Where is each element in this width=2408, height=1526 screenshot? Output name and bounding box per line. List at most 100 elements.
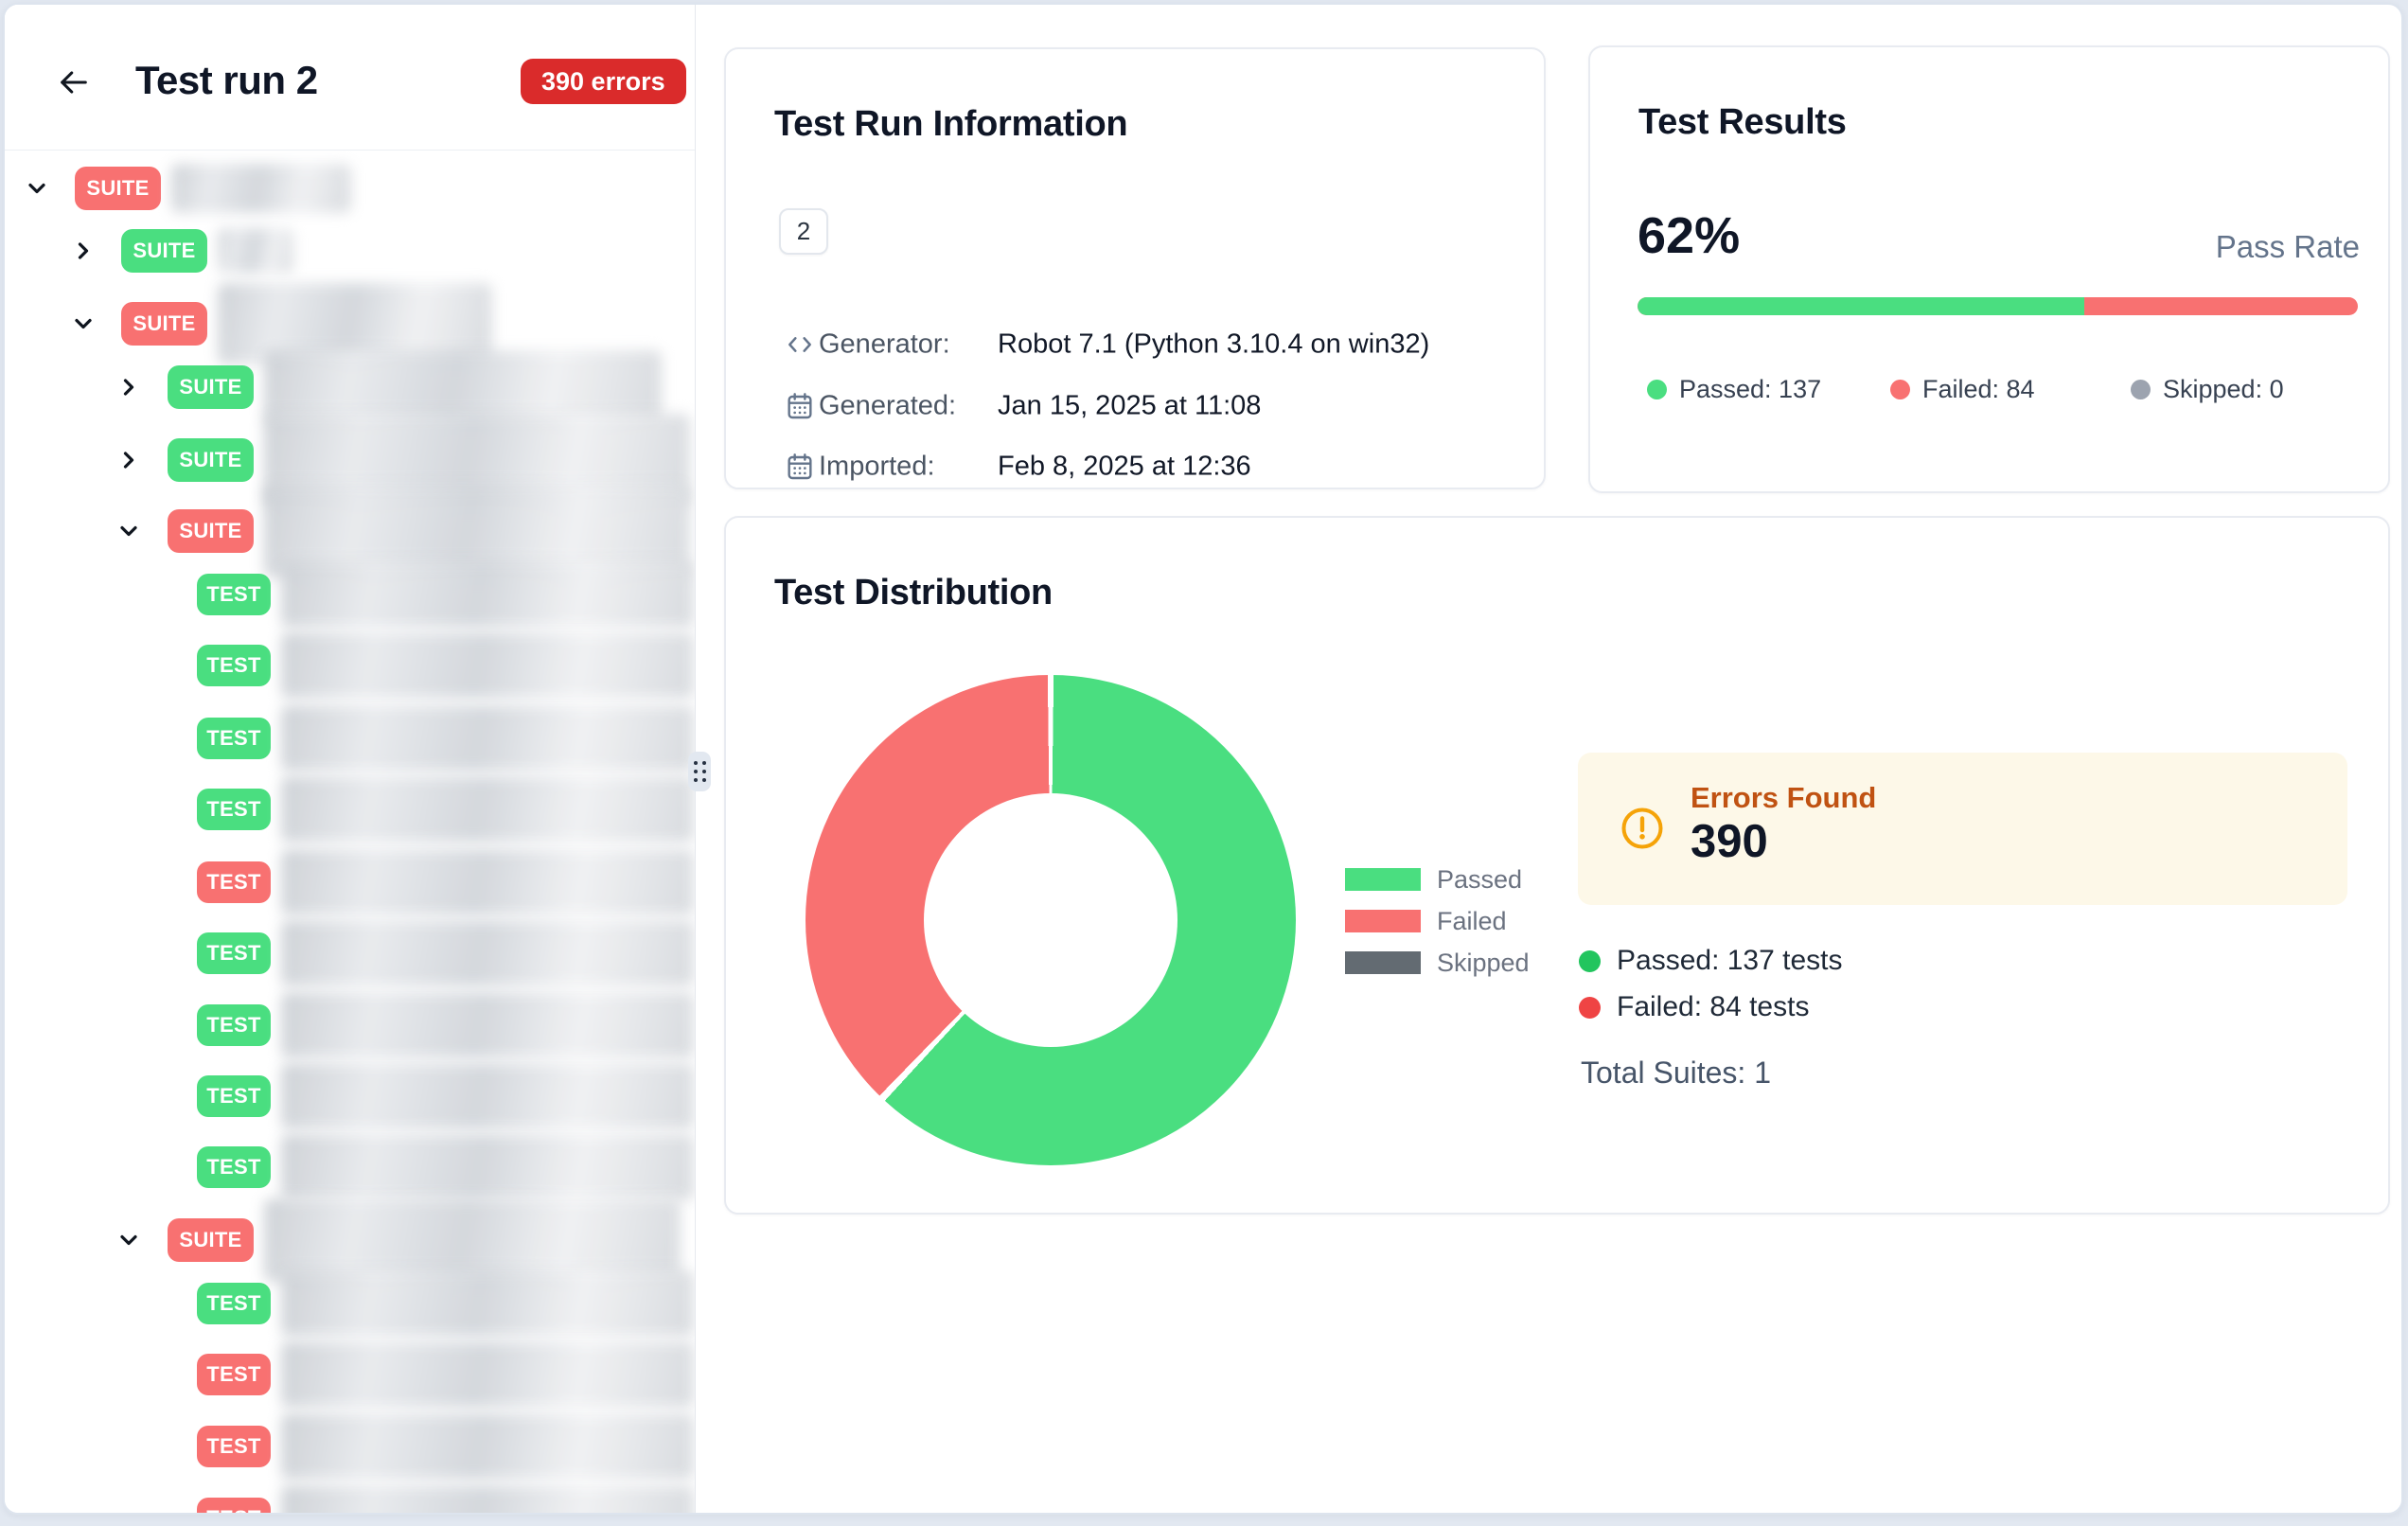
- chart-legend-item-skipped[interactable]: Skipped: [1345, 949, 1530, 977]
- tree-row[interactable]: TEST: [5, 773, 695, 845]
- redacted-name: [281, 1413, 694, 1480]
- tree-row[interactable]: TEST: [5, 1482, 695, 1513]
- test-status-badge: TEST: [197, 932, 271, 974]
- info-label: Generated:: [819, 390, 957, 421]
- run-number-chip: 2: [779, 208, 828, 255]
- results-legend-passed: Passed: 137: [1647, 375, 1821, 404]
- errors-count-badge: 390 errors: [521, 59, 686, 104]
- tree-row[interactable]: SUITE: [5, 283, 695, 364]
- test-status-badge: TEST: [197, 1075, 271, 1117]
- redacted-name: [171, 164, 351, 213]
- redacted-name: [281, 632, 694, 699]
- tree-row[interactable]: SUITE: [5, 485, 695, 577]
- code-icon: [785, 329, 815, 360]
- chevron-right-icon[interactable]: [70, 238, 97, 264]
- pass-rate-value: 62%: [1638, 207, 1741, 264]
- redacted-name: [281, 920, 694, 986]
- chart-legend-item-failed[interactable]: Failed: [1345, 907, 1530, 935]
- legend-dot: [1890, 380, 1910, 399]
- stat-label: Failed: 84 tests: [1617, 991, 1810, 1022]
- test-results-card: Test Results 62% Pass Rate Passed: 137 F…: [1588, 45, 2390, 493]
- redacted-name: [281, 1341, 694, 1408]
- tree-row[interactable]: TEST: [5, 702, 695, 774]
- sidebar-header: Test run 2 390 errors: [5, 5, 695, 151]
- arrow-left-icon: [56, 64, 92, 103]
- redacted-name: [281, 561, 694, 628]
- legend-swatch: [1345, 910, 1421, 932]
- tree-row[interactable]: TEST: [5, 630, 695, 701]
- tree-row[interactable]: TEST: [5, 1131, 695, 1203]
- donut-chart[interactable]: [806, 675, 1296, 1165]
- tree-row[interactable]: TEST: [5, 1060, 695, 1132]
- stat-dot: [1579, 996, 1601, 1019]
- results-legend-failed: Failed: 84: [1890, 375, 2035, 404]
- redacted-name: [281, 1270, 694, 1337]
- test-status-badge: TEST: [197, 861, 271, 903]
- redacted-name: [264, 350, 662, 424]
- chevron-right-icon[interactable]: [115, 447, 142, 473]
- chevron-down-icon[interactable]: [70, 311, 97, 337]
- stat-dot: [1579, 949, 1601, 972]
- test-status-badge: TEST: [197, 1146, 271, 1188]
- chevron-down-icon[interactable]: [115, 1227, 142, 1253]
- tree-row[interactable]: TEST: [5, 1339, 695, 1411]
- legend-swatch: [1345, 868, 1421, 891]
- info-row-imported: Imported: Feb 8, 2025 at 12:36: [726, 446, 1544, 488]
- legend-label: Failed: [1437, 906, 1507, 935]
- legend-swatch: [1345, 951, 1421, 974]
- test-status-badge: TEST: [197, 1354, 271, 1395]
- tree-row[interactable]: SUITE: [5, 1198, 695, 1282]
- suite-status-badge: SUITE: [168, 509, 254, 553]
- info-row-generated: Generated: Jan 15, 2025 at 11:08: [726, 385, 1544, 427]
- card-title: Test Results: [1638, 102, 1847, 142]
- tree-row[interactable]: TEST: [5, 1268, 695, 1340]
- info-label: Generator:: [819, 328, 950, 360]
- pass-rate-label: Pass Rate: [2215, 229, 2360, 264]
- legend-dot: [2131, 380, 2151, 399]
- suite-status-badge: SUITE: [121, 302, 207, 346]
- tree-row[interactable]: TEST: [5, 559, 695, 630]
- test-distribution-card: Test Distribution Passed Failed Skipped: [724, 516, 2390, 1215]
- suite-tree: SUITE SUITE SUITE SUITE SUITE SUITE TEST TEST TE…: [5, 5, 695, 1513]
- test-status-badge: TEST: [197, 789, 271, 830]
- tree-row[interactable]: SUITE: [5, 215, 695, 287]
- chevron-down-icon[interactable]: [115, 518, 142, 544]
- suite-status-badge: SUITE: [168, 365, 254, 409]
- redacted-name: [281, 1063, 694, 1129]
- redacted-name: [281, 705, 694, 772]
- sidebar-resize-handle[interactable]: [688, 752, 711, 791]
- tree-row[interactable]: TEST: [5, 846, 695, 918]
- chevron-down-icon[interactable]: [24, 175, 50, 202]
- tree-row[interactable]: TEST: [5, 917, 695, 989]
- redacted-name: [264, 1198, 681, 1282]
- suite-status-badge: SUITE: [75, 167, 161, 210]
- passed-stat: Passed: 137 tests: [1579, 945, 1842, 977]
- info-value: Robot 7.1 (Python 3.10.4 on win32): [998, 328, 1430, 360]
- back-button[interactable]: [50, 60, 97, 107]
- test-status-badge: TEST: [197, 1283, 271, 1324]
- tree-row[interactable]: TEST: [5, 989, 695, 1061]
- app-window: SUITE SUITE SUITE SUITE SUITE SUITE TEST TEST TE…: [3, 3, 2403, 1515]
- legend-label: Passed: [1437, 864, 1523, 894]
- suite-status-badge: SUITE: [168, 1218, 254, 1262]
- legend-label: Skipped: [1437, 948, 1530, 977]
- calendar-icon: [785, 391, 815, 421]
- errors-found-value: 390: [1691, 816, 1768, 867]
- card-title: Test Distribution: [774, 573, 1053, 612]
- tree-row[interactable]: TEST: [5, 1411, 695, 1482]
- chevron-right-icon[interactable]: [115, 374, 142, 400]
- test-status-badge: TEST: [197, 1004, 271, 1046]
- chart-legend-item-passed[interactable]: Passed: [1345, 865, 1530, 894]
- legend-label: Failed: 84: [1922, 375, 2035, 403]
- pass-rate-bar-passed-segment: [1638, 297, 2084, 315]
- redacted-name: [281, 849, 694, 915]
- redacted-name: [281, 776, 694, 843]
- alert-icon: [1620, 806, 1665, 851]
- legend-label: Passed: 137: [1679, 375, 1822, 403]
- tree-row[interactable]: SUITE: [5, 152, 695, 224]
- info-row-generator: Generator: Robot 7.1 (Python 3.10.4 on w…: [726, 324, 1544, 365]
- tree-row[interactable]: SUITE: [5, 350, 695, 424]
- redacted-name: [281, 1485, 694, 1513]
- test-run-info-card: Test Run Information 2 Generator: Robot …: [724, 47, 1546, 489]
